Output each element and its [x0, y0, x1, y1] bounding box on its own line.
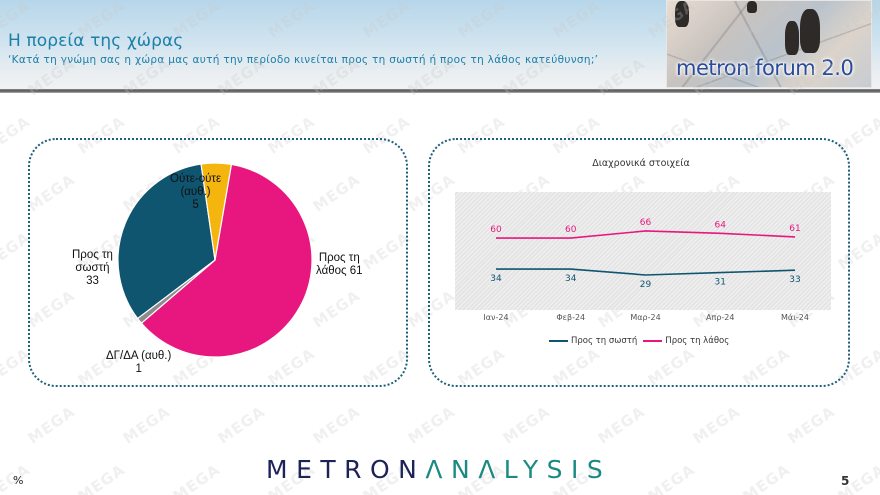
data-label: 66 [640, 218, 652, 228]
pie-label-correct: Προς τη σωστή 33 [72, 249, 113, 287]
x-axis-label: Μαρ-24 [630, 313, 661, 322]
unit-label: % [13, 474, 24, 487]
pie-slice [140, 163, 313, 358]
header-divider [0, 89, 880, 93]
page-number: 5 [841, 474, 850, 488]
data-label: 31 [715, 278, 726, 288]
photo-figure [747, 1, 757, 13]
legend-item-wrong: Προς τη λάθος [643, 336, 729, 346]
badge-text: metron forum 2.0 [676, 56, 854, 80]
line-series-wrong [496, 230, 796, 239]
photo-figure [800, 9, 820, 53]
pie-label-dk-na: ΔΓ/ΔΑ (αυθ.) 1 [106, 350, 172, 375]
line-chart-title: Διαχρονικά στοιχεία [592, 158, 690, 169]
photo-figure [785, 21, 799, 55]
data-label: 64 [715, 220, 727, 230]
data-label: 29 [640, 280, 652, 290]
x-axis-label: Ιαν-24 [483, 313, 509, 322]
pie-label-neither: Ούτε-ούτε (αυθ.) 5 [170, 173, 222, 211]
data-label: 61 [789, 224, 800, 234]
metron-forum-badge: metron forum 2.0 [666, 0, 872, 88]
data-label: 33 [789, 275, 800, 285]
photo-figure [675, 1, 689, 27]
survey-question: ‘Κατά τη γνώμη σας η χώρα μας αυτή την π… [8, 54, 599, 66]
pie-chart-panel [28, 138, 408, 387]
page-title: Η πορεία της χώρας [8, 31, 184, 51]
legend-swatch-wrong [643, 340, 663, 342]
legend-swatch-correct [549, 340, 568, 342]
legend-item-correct: Προς τη σωστή [549, 336, 637, 346]
x-axis-label: Φεβ-24 [556, 313, 586, 322]
data-label: 34 [565, 274, 577, 284]
data-label: 60 [565, 225, 577, 235]
x-axis-label: Απρ-24 [706, 313, 735, 322]
metron-analysis-logo: METRONΛNΛLYSIS [266, 455, 612, 484]
line-chart-panel: Διαχρονικά στοιχεία [428, 138, 850, 387]
plot-area [455, 192, 831, 310]
x-axis-label: Μάι-24 [781, 313, 809, 322]
data-label: 60 [490, 225, 502, 235]
pie-slice [200, 162, 233, 261]
data-label: 34 [490, 274, 502, 284]
line-series-correct [496, 268, 796, 276]
chart-legend: Προς τη σωστή Προς τη λάθος [549, 336, 729, 346]
pie-label-wrong: Προς τη λάθος 61 [316, 252, 363, 277]
pie-slice [117, 163, 216, 320]
